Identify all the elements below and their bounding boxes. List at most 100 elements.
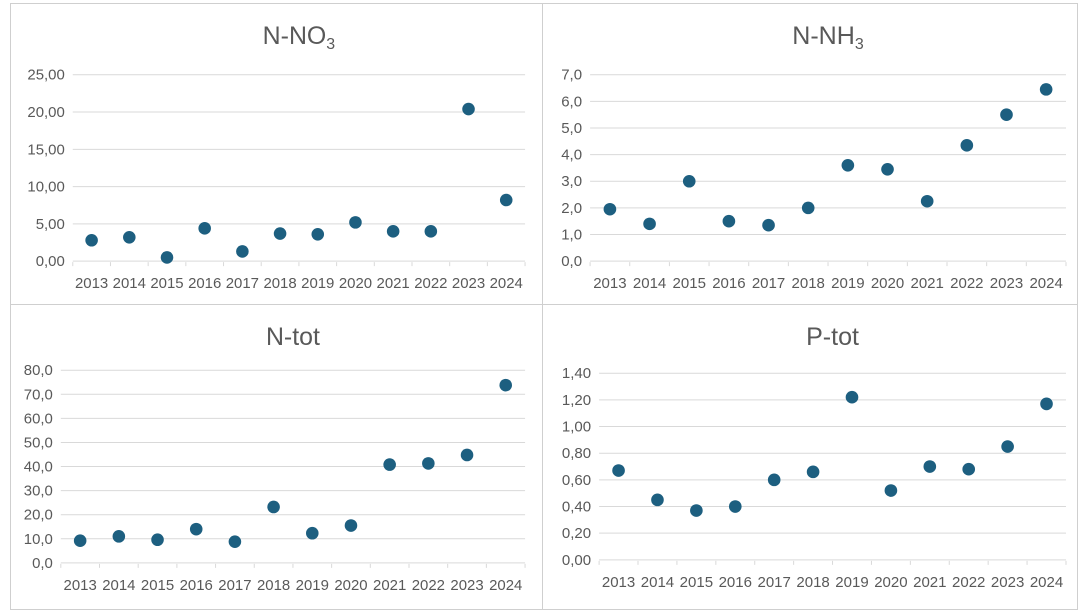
chart-title: N-NH3 [792,22,864,53]
x-axis-tick-label: 2023 [452,275,485,292]
chart-panel-p-tot: 0,00 0,20 0,40 0,60 0,80 1,00 1,20 1,40 2013 2014… [543,305,1078,610]
y-axis-tick-label: 20,00 [27,104,64,121]
x-axis-tick-label: 2016 [180,577,213,594]
data-point-2024 [499,378,512,392]
x-axis-tick-label: 2014 [633,275,666,292]
y-axis-tick-label: 0,40 [562,499,591,516]
data-point-2019 [841,159,855,172]
y-axis-tick-label: 1,00 [562,419,591,436]
data-point-2016 [198,222,211,235]
data-point-2018 [801,201,815,215]
x-axis-tick-label: 2019 [831,275,864,292]
data-point-2016 [189,522,203,536]
x-axis-tick-label: 2014 [113,275,146,292]
y-axis-tick-label: 0,00 [562,552,591,569]
x-axis-tick-label: 2021 [910,275,943,292]
data-point-2023 [1001,440,1014,453]
chart-title: P-tot [806,323,859,351]
data-point-2020 [344,519,358,532]
chart-panel-n-tot: 0,0 10,0 20,0 30,0 40,0 50,0 60,0 70,0 80,0 2013 2… [10,305,543,610]
data-point-2015 [690,504,703,517]
data-point-2015 [151,533,164,547]
x-axis-tick-label: 2018 [792,275,825,292]
data-point-2018 [267,500,280,514]
x-axis-tick-label: 2024 [489,577,522,594]
x-axis-tick-label: 2017 [218,577,251,594]
data-point-2022 [962,462,976,476]
x-axis-tick-label: 2021 [913,574,946,591]
data-point-2022 [960,139,974,152]
n-no3-scatter-plot: 0,00 5,00 10,00 15,00 20,00 25,00 2013 2014 2015… [27,22,526,292]
y-axis-tick-label: 1,40 [562,365,591,382]
x-axis-tick-label: 2017 [752,275,785,292]
x-axis-tick-label: 2014 [641,574,674,591]
x-axis-tick-label: 2021 [377,275,410,292]
x-axis-tick-label: 2018 [263,275,296,292]
y-axis-tick-label: 3,0 [561,173,582,190]
y-axis-tick-label: 4,0 [561,147,582,164]
x-axis-tick-label: 2018 [796,574,829,591]
x-axis-tick-label: 2020 [874,574,907,591]
y-axis-tick-label: 30,0 [24,483,53,500]
data-point-2019 [845,390,859,404]
n-nh3-scatter-plot: 0,0 1,0 2,0 3,0 4,0 5,0 6,0 7,0 2013 2014 2015 2016… [561,22,1067,292]
x-axis-tick-label: 2019 [835,574,868,591]
y-axis-tick-label: 80,0 [24,362,53,379]
x-axis-tick-label: 2024 [1029,275,1062,292]
x-axis-tick-label: 2015 [673,275,706,292]
y-axis-tick-label: 1,20 [562,392,591,409]
y-axis-tick-label: 15,00 [27,141,64,158]
data-point-2017 [228,535,242,548]
x-axis-tick-label: 2019 [296,577,329,594]
x-axis-tick-label: 2013 [602,574,635,591]
data-point-2021 [386,225,400,238]
y-axis-tick-label: 50,0 [24,434,53,451]
x-axis-tick-label: 2020 [334,577,367,594]
x-axis-tick-label: 2023 [450,577,483,594]
data-point-2019 [306,526,319,540]
y-axis-tick-label: 40,0 [24,459,53,476]
data-point-2014 [651,493,664,507]
data-point-2015 [160,251,174,264]
y-axis-tick-label: 0,0 [561,253,582,270]
data-point-2017 [767,473,781,487]
data-point-2021 [383,458,396,471]
chart-panel-n-no3: 0,00 5,00 10,00 15,00 20,00 25,00 2013 2014 2015… [10,3,543,305]
x-axis-tick-label: 2015 [141,577,174,594]
data-point-2023 [460,448,474,462]
data-point-2021 [923,460,937,473]
chart-panel-n-nh3: 0,0 1,0 2,0 3,0 4,0 5,0 6,0 7,0 2013 2014 2015 2016… [543,3,1078,305]
data-point-2023 [462,102,475,116]
x-axis-tick-label: 2015 [680,574,713,591]
y-axis-tick-label: 2,0 [561,200,582,217]
data-point-2016 [728,500,742,513]
y-axis-tick-label: 6,0 [561,93,582,110]
x-axis-tick-label: 2016 [719,574,752,591]
data-point-2018 [806,465,820,479]
x-axis-tick-label: 2013 [75,275,108,292]
data-point-2018 [273,227,287,240]
y-axis-tick-label: 1,0 [561,227,582,244]
y-axis-tick-label: 20,0 [24,507,53,524]
x-axis-tick-label: 2024 [490,275,523,292]
x-axis-tick-label: 2022 [952,574,985,591]
x-axis-tick-label: 2017 [757,574,790,591]
x-axis-tick-label: 2022 [412,577,445,594]
y-axis-tick-label: 25,00 [27,67,64,84]
x-axis-tick-label: 2015 [150,275,183,292]
data-point-2020 [881,163,894,176]
x-axis-tick-label: 2018 [257,577,290,594]
y-axis-tick-label: 7,0 [561,67,582,84]
y-axis-tick-label: 60,0 [24,410,53,427]
x-axis-tick-label: 2020 [339,275,372,292]
data-point-2024 [499,193,513,207]
data-point-2020 [349,216,362,229]
data-point-2024 [1040,397,1053,411]
x-axis-tick-label: 2013 [64,577,97,594]
x-axis-tick-label: 2023 [991,574,1024,591]
x-axis-tick-label: 2016 [712,275,745,292]
y-axis-tick-label: 0,60 [562,472,591,489]
data-point-2019 [311,228,325,241]
data-point-2022 [424,225,438,238]
